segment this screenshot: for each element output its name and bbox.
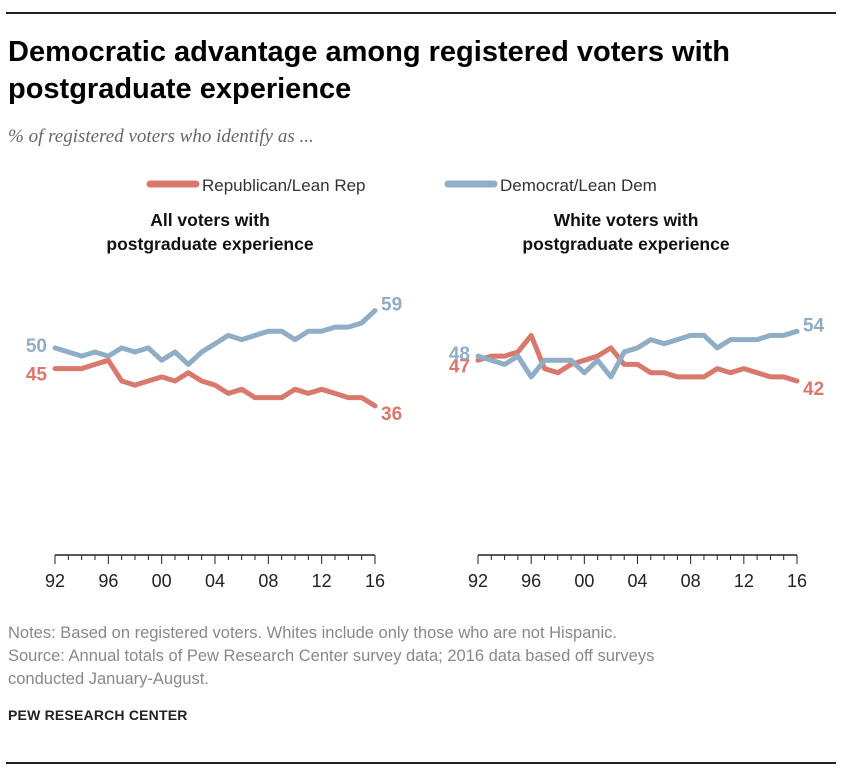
panel-1-democrat-end-label: 59: [381, 295, 402, 316]
chart-title-line1: Democratic advantage among registered vo…: [8, 36, 730, 68]
panel-2-x-tick-label: 04: [627, 571, 647, 591]
top-rule: [6, 12, 836, 14]
panel-1-title-line2: postgraduate experience: [106, 234, 313, 254]
panel-2-x-tick-label: 96: [521, 571, 541, 591]
panel-2-x-tick-label: 16: [787, 571, 807, 591]
panel-1-x-tick-label: 16: [365, 571, 385, 591]
chart-panel-2: White voters with postgraduate experience…: [449, 210, 825, 591]
panel-1-x-tick-label: 96: [98, 571, 118, 591]
panel-1-x-tick-label: 04: [205, 571, 225, 591]
panel-2-series-democrat-line: [475, 328, 800, 380]
panel-1-republican-end-label: 36: [381, 404, 402, 425]
panel-1-title-line1: All voters with: [150, 210, 270, 230]
panel-2-title-line2: postgraduate experience: [522, 234, 729, 254]
panel-1-x-tick-label: 08: [258, 571, 278, 591]
panel-1-democrat-start-label: 50: [26, 336, 47, 357]
panel-2-x-tick-label: 92: [468, 571, 488, 591]
notes-line-3: conducted January-August.: [8, 670, 209, 688]
bottom-rule: [6, 762, 836, 764]
chart-figure: Republican/Lean Rep Democrat/Lean Dem Al…: [26, 176, 825, 591]
panel-2-democrat-start-label: 48: [449, 344, 470, 365]
chart-title-line2: postgraduate experience: [8, 73, 352, 105]
panel-1-series-republican-line: [52, 357, 378, 409]
notes-line-1: Notes: Based on registered voters. White…: [8, 624, 617, 642]
chart-subtitle: % of registered voters who identify as .…: [8, 126, 314, 147]
chart-title: Democratic advantage among registered vo…: [8, 34, 828, 108]
panel-2-x-tick-label: 12: [734, 571, 754, 591]
panel-1-x-tick-label: 92: [45, 571, 65, 591]
panel-1-x-tick-label: 12: [312, 571, 332, 591]
legend: Republican/Lean Rep Democrat/Lean Dem: [146, 176, 657, 195]
legend-label-democrat: Democrat/Lean Dem: [500, 176, 657, 195]
panel-2-title-line1: White voters with: [554, 210, 699, 230]
panel-2-democrat-end-label: 54: [803, 315, 825, 336]
panel-1-republican-start-label: 45: [26, 365, 48, 386]
panel-2-x-tick-label: 08: [681, 571, 701, 591]
panel-2-republican-start-label: 47: [449, 356, 470, 377]
panel-2-series-republican-line: [475, 332, 800, 384]
legend-label-republican: Republican/Lean Rep: [202, 176, 366, 195]
source-label: PEW RESEARCH CENTER: [8, 707, 188, 723]
panel-2-republican-end-label: 42: [803, 379, 824, 400]
panel-1-series-democrat-line: [52, 308, 378, 367]
chart-notes: Notes: Based on registered voters. White…: [8, 622, 828, 691]
chart-panel-1: All voters with postgraduate experience 92…: [26, 210, 402, 591]
notes-line-2: Source: Annual totals of Pew Research Ce…: [8, 647, 655, 665]
panel-1-x-tick-label: 00: [152, 571, 172, 591]
panel-2-x-tick-label: 00: [574, 571, 594, 591]
